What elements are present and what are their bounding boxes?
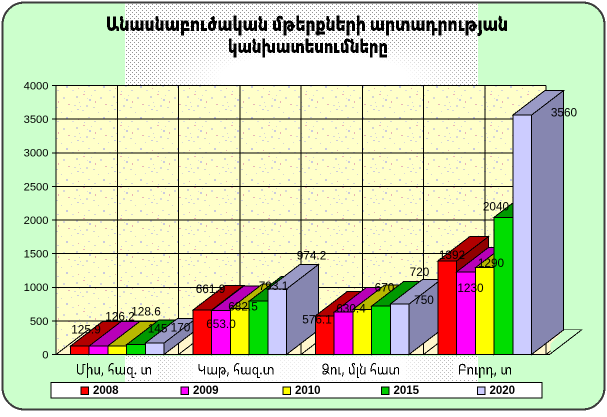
svg-text:3560: 3560 bbox=[551, 106, 578, 120]
svg-text:2009: 2009 bbox=[193, 385, 219, 397]
svg-text:2500: 2500 bbox=[24, 181, 49, 193]
svg-text:0: 0 bbox=[42, 349, 48, 361]
svg-text:4000: 4000 bbox=[24, 80, 49, 92]
svg-text:974.2: 974.2 bbox=[297, 249, 327, 263]
svg-text:653.0: 653.0 bbox=[206, 317, 236, 331]
svg-text:3000: 3000 bbox=[24, 148, 49, 160]
svg-text:2008: 2008 bbox=[93, 385, 119, 397]
svg-text:2040: 2040 bbox=[483, 200, 510, 214]
svg-text:2010: 2010 bbox=[295, 385, 321, 397]
svg-text:661.9: 661.9 bbox=[196, 282, 226, 296]
svg-text:2020: 2020 bbox=[490, 385, 516, 397]
svg-text:1290: 1290 bbox=[478, 256, 505, 270]
svg-text:3500: 3500 bbox=[24, 114, 49, 126]
svg-text:793.1: 793.1 bbox=[259, 279, 289, 293]
svg-text:1000: 1000 bbox=[24, 282, 49, 294]
svg-text:500: 500 bbox=[30, 316, 49, 328]
svg-text:720: 720 bbox=[410, 265, 430, 279]
svg-text:128.6: 128.6 bbox=[131, 305, 161, 319]
svg-text:170: 170 bbox=[171, 321, 191, 335]
svg-text:2015: 2015 bbox=[394, 385, 420, 397]
svg-text:682.5: 682.5 bbox=[228, 300, 258, 314]
svg-text:145: 145 bbox=[148, 322, 168, 336]
svg-text:1392: 1392 bbox=[439, 248, 465, 262]
svg-text:576.1: 576.1 bbox=[302, 313, 332, 327]
svg-text:2000: 2000 bbox=[24, 215, 49, 227]
svg-text:670: 670 bbox=[375, 281, 395, 295]
svg-text:1500: 1500 bbox=[24, 249, 49, 261]
svg-text:126.2: 126.2 bbox=[105, 310, 135, 324]
svg-text:630.4: 630.4 bbox=[336, 302, 366, 316]
svg-text:750: 750 bbox=[414, 293, 434, 307]
svg-text:1230: 1230 bbox=[457, 281, 484, 295]
svg-text:125.9: 125.9 bbox=[71, 323, 101, 337]
